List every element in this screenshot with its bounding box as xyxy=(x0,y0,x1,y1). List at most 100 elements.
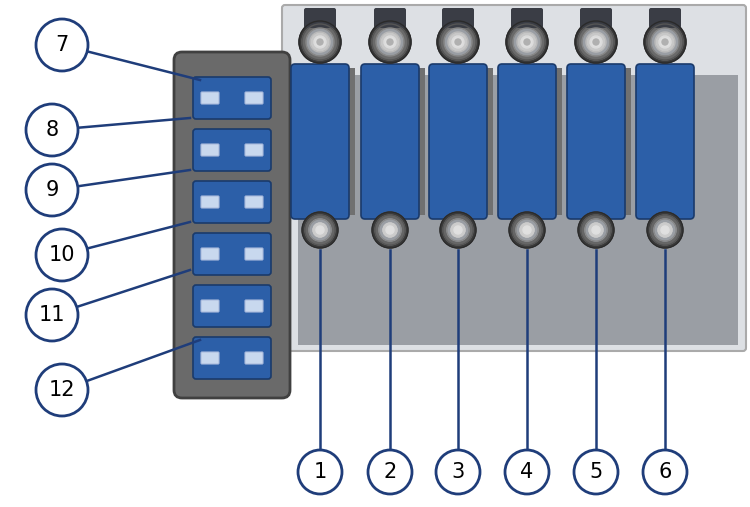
FancyBboxPatch shape xyxy=(245,352,263,364)
Circle shape xyxy=(509,212,545,248)
Circle shape xyxy=(578,24,614,60)
FancyBboxPatch shape xyxy=(282,5,746,351)
Circle shape xyxy=(372,212,408,248)
Bar xyxy=(554,68,562,215)
FancyBboxPatch shape xyxy=(245,300,263,312)
Text: 12: 12 xyxy=(49,380,75,400)
Circle shape xyxy=(451,223,465,237)
Text: 7: 7 xyxy=(56,35,69,55)
Circle shape xyxy=(381,33,399,51)
Bar xyxy=(417,68,425,215)
Bar xyxy=(363,109,373,131)
Text: 2: 2 xyxy=(383,462,397,482)
FancyBboxPatch shape xyxy=(201,300,219,312)
Circle shape xyxy=(589,223,603,237)
Circle shape xyxy=(447,219,469,241)
Circle shape xyxy=(436,450,480,494)
Bar xyxy=(475,109,485,131)
Bar xyxy=(293,109,303,131)
Text: 9: 9 xyxy=(45,180,58,200)
Bar xyxy=(544,109,554,131)
Circle shape xyxy=(520,223,534,237)
Circle shape xyxy=(650,215,680,245)
Circle shape xyxy=(512,215,542,245)
FancyBboxPatch shape xyxy=(193,181,271,223)
FancyBboxPatch shape xyxy=(442,8,474,28)
FancyBboxPatch shape xyxy=(291,64,349,219)
Bar xyxy=(623,68,631,215)
FancyBboxPatch shape xyxy=(174,52,290,398)
Text: 3: 3 xyxy=(452,462,465,482)
FancyBboxPatch shape xyxy=(245,196,263,208)
Bar xyxy=(613,109,623,131)
Bar xyxy=(500,109,510,131)
Circle shape xyxy=(36,229,88,281)
Circle shape xyxy=(440,24,476,60)
Circle shape xyxy=(299,21,341,63)
Circle shape xyxy=(656,33,674,51)
Circle shape xyxy=(647,212,683,248)
Circle shape xyxy=(506,21,548,63)
Circle shape xyxy=(583,29,609,55)
Circle shape xyxy=(574,450,618,494)
Bar xyxy=(407,109,417,131)
Circle shape xyxy=(654,219,676,241)
Circle shape xyxy=(36,364,88,416)
FancyBboxPatch shape xyxy=(193,285,271,327)
Circle shape xyxy=(369,21,411,63)
Circle shape xyxy=(509,24,545,60)
Text: 10: 10 xyxy=(49,245,75,265)
Circle shape xyxy=(443,215,473,245)
Circle shape xyxy=(585,219,607,241)
Circle shape xyxy=(591,37,601,47)
FancyBboxPatch shape xyxy=(636,64,694,219)
Bar xyxy=(638,109,648,131)
Circle shape xyxy=(315,37,325,47)
Circle shape xyxy=(445,29,471,55)
Circle shape xyxy=(578,212,614,248)
Bar xyxy=(298,75,738,345)
Bar xyxy=(569,109,579,131)
Circle shape xyxy=(454,226,462,234)
Circle shape xyxy=(313,223,327,237)
Circle shape xyxy=(385,37,395,47)
Bar xyxy=(431,109,441,131)
FancyBboxPatch shape xyxy=(245,92,263,104)
Circle shape xyxy=(26,104,78,156)
Circle shape xyxy=(372,24,408,60)
FancyBboxPatch shape xyxy=(567,64,625,219)
Circle shape xyxy=(658,223,672,237)
Circle shape xyxy=(368,450,412,494)
Text: 8: 8 xyxy=(46,120,58,140)
FancyBboxPatch shape xyxy=(193,337,271,379)
FancyBboxPatch shape xyxy=(649,8,681,28)
Circle shape xyxy=(455,39,461,45)
Circle shape xyxy=(660,37,670,47)
Circle shape xyxy=(302,212,338,248)
Circle shape xyxy=(592,226,600,234)
Circle shape xyxy=(518,33,536,51)
Circle shape xyxy=(379,219,401,241)
Circle shape xyxy=(316,226,324,234)
FancyBboxPatch shape xyxy=(304,8,336,28)
Circle shape xyxy=(647,24,683,60)
Circle shape xyxy=(514,29,540,55)
Circle shape xyxy=(36,19,88,71)
Circle shape xyxy=(26,164,78,216)
Bar xyxy=(347,68,355,215)
FancyBboxPatch shape xyxy=(511,8,543,28)
Circle shape xyxy=(317,39,323,45)
Circle shape xyxy=(523,226,531,234)
Text: 4: 4 xyxy=(520,462,534,482)
Circle shape xyxy=(309,219,331,241)
Circle shape xyxy=(437,21,479,63)
Circle shape xyxy=(305,215,335,245)
FancyBboxPatch shape xyxy=(201,92,219,104)
Circle shape xyxy=(643,450,687,494)
Circle shape xyxy=(505,450,549,494)
Circle shape xyxy=(449,33,467,51)
Bar xyxy=(682,109,692,131)
Circle shape xyxy=(661,226,669,234)
FancyBboxPatch shape xyxy=(245,248,263,260)
FancyBboxPatch shape xyxy=(201,196,219,208)
